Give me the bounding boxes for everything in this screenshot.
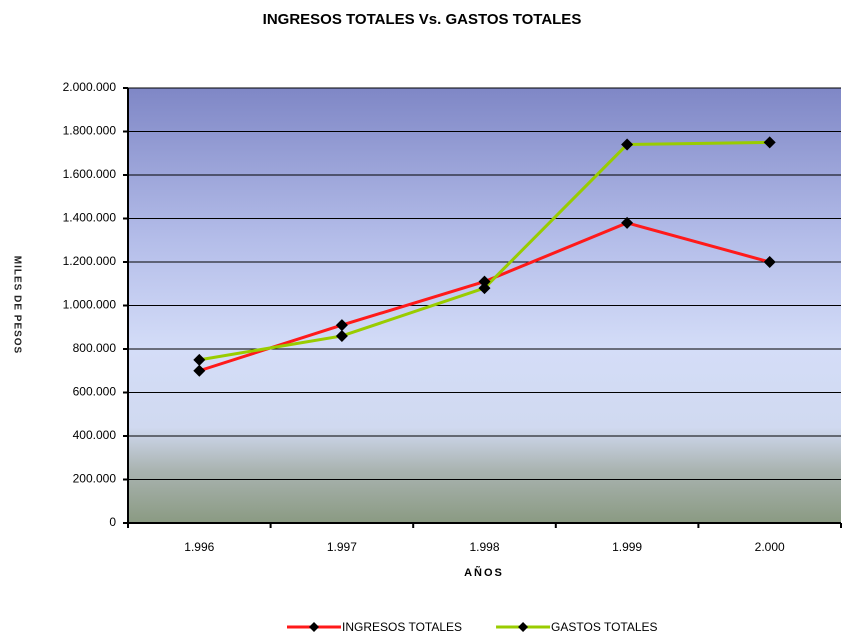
y-tick-label: 1.200.000 [63, 254, 117, 268]
legend-marker [518, 622, 529, 632]
data-point [621, 138, 634, 151]
data-point [193, 353, 206, 366]
data-point [763, 256, 776, 268]
x-tick-label: 1.999 [612, 540, 642, 554]
y-tick-label: 400.000 [73, 428, 117, 442]
data-point [335, 329, 348, 342]
data-point [621, 216, 634, 229]
x-tick-label: 1.996 [184, 540, 214, 554]
y-tick-label: 1.800.000 [63, 124, 117, 138]
y-tick-label: 1.400.000 [63, 211, 117, 225]
y-tick-label: 600.000 [73, 385, 117, 399]
y-tick-label: 800.000 [73, 341, 117, 355]
legend-marker [309, 622, 319, 632]
data-point [478, 275, 491, 288]
x-tick-label: 2.000 [755, 540, 785, 554]
y-axis-label: MILES DE PESOS [11, 256, 22, 354]
data-point [763, 136, 776, 149]
legend-label: INGRESOS TOTALES [342, 620, 462, 634]
y-tick-label: 1.600.000 [63, 167, 117, 181]
x-axis-label: AÑOS [464, 566, 504, 579]
y-tick-label: 1.000.000 [63, 298, 117, 312]
data-point [478, 282, 491, 295]
data-point [193, 364, 206, 377]
x-tick-label: 1.998 [469, 540, 499, 554]
y-tick-label: 200.000 [73, 472, 117, 486]
y-tick-label: 0 [109, 515, 116, 529]
y-tick-label: 2.000.000 [63, 80, 117, 94]
chart-title: INGRESOS TOTALES Vs. GASTOS TOTALES [263, 11, 582, 28]
data-point [335, 319, 348, 332]
x-tick-label: 1.997 [327, 540, 357, 554]
legend-label: GASTOS TOTALES [551, 620, 657, 634]
